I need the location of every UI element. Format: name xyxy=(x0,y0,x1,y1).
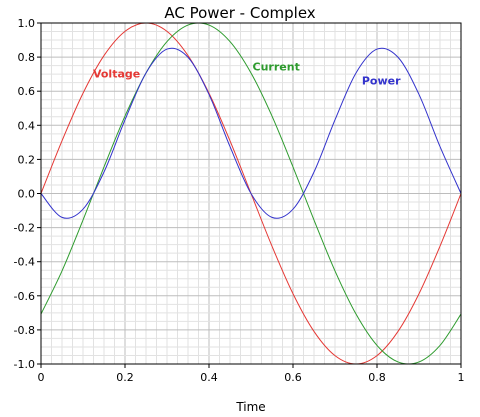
y-tick-label: -0.8 xyxy=(14,324,35,337)
y-tick-label: -0.4 xyxy=(14,256,35,269)
series-label-voltage: Voltage xyxy=(93,68,140,81)
x-tick-label: 0.8 xyxy=(368,371,386,384)
series-label-current: Current xyxy=(253,61,300,74)
y-tick-label: -0.6 xyxy=(14,290,35,303)
series-line-current xyxy=(40,22,462,365)
x-tick-label: 0 xyxy=(38,371,45,384)
y-tick-label: -0.2 xyxy=(14,222,35,235)
y-tick-label: 0.6 xyxy=(18,85,36,98)
y-tick-label: 1.0 xyxy=(18,17,36,30)
y-tick-label: -1.0 xyxy=(14,358,35,371)
y-tick-label: 0.4 xyxy=(18,119,36,132)
grid xyxy=(40,22,462,365)
x-tick-label: 0.6 xyxy=(284,371,302,384)
series-line-power xyxy=(40,47,462,219)
x-tick-label: 0.2 xyxy=(116,371,134,384)
series-group xyxy=(40,22,462,365)
y-tick-label: 0.2 xyxy=(18,153,36,166)
x-tick-label: 0.4 xyxy=(200,371,218,384)
tick-labels: 0 0.2 0.4 0.6 0.8 1 -1.0 -0.8 -0.6 -0.4 -0.2 0.0 0.2… xyxy=(14,17,465,384)
series-label-power: Power xyxy=(362,74,401,87)
chart-title: AC Power - Complex xyxy=(164,4,315,22)
x-axis-label: Time xyxy=(235,400,265,414)
x-tick-label: 1 xyxy=(458,371,465,384)
y-tick-label: 0.0 xyxy=(18,188,36,201)
y-tick-label: 0.8 xyxy=(18,51,36,64)
series-labels: Voltage Current Power xyxy=(93,61,401,88)
